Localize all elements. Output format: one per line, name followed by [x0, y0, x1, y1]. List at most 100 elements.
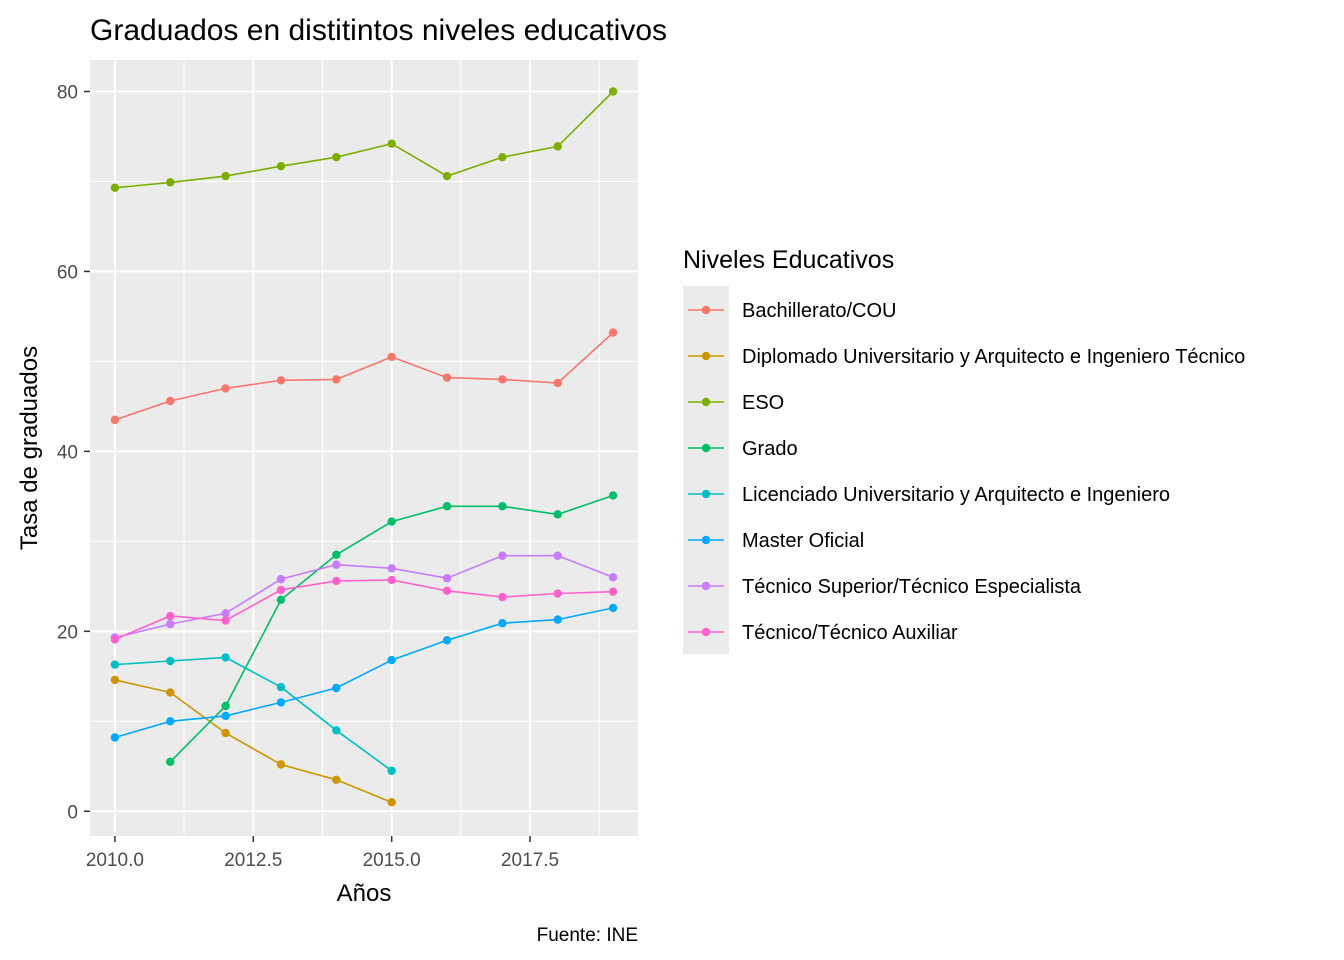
data-point: [498, 502, 507, 511]
data-point: [110, 635, 120, 644]
data-point: [166, 717, 175, 726]
series-layer: [110, 87, 618, 807]
legend-label: Técnico/Técnico Auxiliar: [742, 622, 958, 644]
legend-item: Técnico Superior/Técnico Especialista: [688, 576, 1082, 598]
data-point: [387, 352, 396, 362]
series-line: [114, 607, 614, 739]
x-tick-label: 2017.5: [501, 850, 559, 871]
series-line: [114, 90, 614, 189]
y-axis: 0 20 40 60 80: [57, 82, 90, 823]
series-line: [114, 656, 393, 772]
data-point: [276, 682, 286, 692]
legend-key-point: [701, 443, 711, 453]
legend-key-point: [701, 351, 711, 361]
legend-item: Técnico/Técnico Auxiliar: [688, 622, 958, 644]
x-tick-label: 2010.0: [86, 850, 144, 871]
data-point: [498, 375, 507, 384]
legend-key-point: [701, 627, 711, 637]
data-point: [498, 551, 507, 560]
data-point: [387, 517, 396, 526]
series-7: [110, 575, 618, 644]
legend-label: Técnico Superior/Técnico Especialista: [742, 576, 1082, 598]
y-tick-label: 20: [57, 622, 78, 643]
data-point: [553, 589, 562, 598]
legend-item: Grado: [688, 438, 798, 460]
data-point: [221, 711, 230, 721]
data-point: [332, 576, 341, 586]
legend-key-point: [701, 305, 711, 315]
legend-key-background: [683, 286, 729, 654]
data-point: [276, 161, 286, 171]
legend-items: Bachillerato/COU Diplomado Universitario …: [688, 300, 1245, 644]
data-point: [553, 615, 562, 624]
legend-label: Licenciado Universitario y Arquitecto e …: [742, 484, 1170, 506]
data-point: [442, 502, 452, 511]
legend-key-point: [701, 489, 711, 499]
data-point: [221, 384, 230, 393]
data-point: [332, 375, 341, 384]
data-point: [608, 491, 618, 500]
legend-label: Bachillerato/COU: [742, 300, 897, 322]
series-6: [110, 551, 618, 642]
data-point: [387, 655, 396, 665]
data-point: [608, 573, 618, 582]
data-point: [276, 376, 286, 385]
legend-key-point: [701, 535, 711, 545]
data-point: [110, 415, 120, 425]
data-point: [221, 728, 230, 738]
plot-panel: [90, 60, 638, 836]
series-line: [114, 679, 393, 804]
series-1: [110, 675, 396, 807]
series-3: [166, 491, 618, 766]
data-point: [166, 757, 175, 766]
data-point: [608, 603, 618, 613]
data-point: [221, 171, 230, 181]
data-point: [332, 726, 341, 735]
data-point: [608, 328, 618, 337]
data-point: [221, 653, 230, 662]
legend-title: Niveles Educativos: [683, 246, 894, 274]
data-point: [332, 550, 341, 560]
legend-key-point: [701, 581, 711, 591]
data-point: [498, 152, 507, 162]
legend-label: ESO: [742, 392, 784, 414]
series-0: [110, 328, 618, 425]
legend-label: Grado: [742, 438, 798, 460]
legend-item: ESO: [688, 392, 784, 414]
x-tick-label: 2012.5: [224, 850, 282, 871]
data-point: [110, 675, 120, 685]
chart-title: Graduados en distitintos niveles educati…: [90, 14, 667, 47]
legend-item: Master Oficial: [688, 530, 864, 552]
data-point: [110, 183, 120, 192]
data-point: [387, 139, 396, 148]
legend-item: Licenciado Universitario y Arquitecto e …: [688, 484, 1170, 506]
data-point: [166, 656, 175, 666]
series-line: [114, 332, 614, 421]
legend-item: Bachillerato/COU: [688, 300, 897, 322]
y-axis-title: Tasa de graduados: [16, 346, 43, 550]
data-point: [166, 611, 175, 621]
legend-label: Diplomado Universitario y Arquitecto e I…: [742, 346, 1245, 368]
data-point: [332, 683, 341, 693]
data-point: [553, 551, 562, 560]
data-point: [221, 701, 230, 711]
y-tick-label: 60: [57, 262, 78, 283]
series-5: [110, 603, 618, 742]
data-point: [498, 592, 507, 602]
data-point: [276, 585, 286, 595]
data-point: [166, 619, 175, 629]
data-point: [276, 574, 286, 584]
data-point: [442, 586, 452, 596]
data-point: [110, 660, 120, 669]
data-point: [332, 560, 341, 569]
legend-label: Master Oficial: [742, 530, 864, 552]
data-point: [553, 510, 562, 519]
series-2: [110, 87, 618, 192]
y-tick-label: 40: [57, 442, 78, 463]
data-point: [332, 775, 341, 784]
data-point: [387, 564, 396, 573]
caption: Fuente: INE: [537, 925, 638, 946]
series-4: [110, 653, 396, 775]
data-point: [110, 733, 120, 742]
